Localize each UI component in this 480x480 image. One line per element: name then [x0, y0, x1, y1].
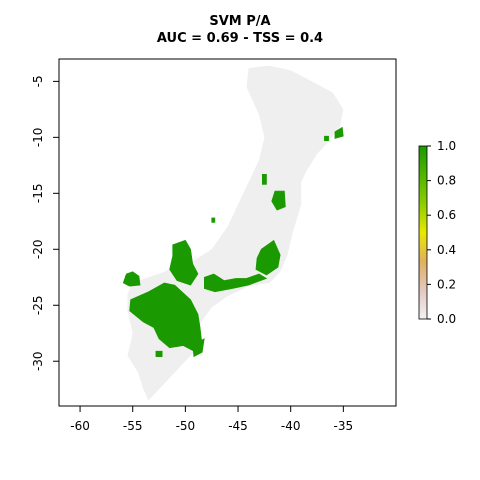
- presence-patch: [211, 217, 216, 223]
- presence-patch: [261, 174, 267, 185]
- map-layer: [122, 65, 344, 401]
- land-area: [127, 65, 344, 401]
- x-tick-label: -40: [281, 419, 301, 433]
- plot-frame: [58, 58, 397, 407]
- legend-tick-label: 0.8: [437, 174, 456, 188]
- x-tick-label: -35: [334, 419, 354, 433]
- legend-tick-label: 1.0: [437, 139, 456, 153]
- y-tick-label: -30: [31, 351, 45, 371]
- legend-tick-label: 0.0: [437, 312, 456, 326]
- presence-patch: [204, 273, 268, 293]
- presence-patch: [155, 350, 163, 358]
- color-legend: 1.0 0.8 0.6 0.4 0.2 0.0: [418, 139, 456, 326]
- y-tick-label: -20: [31, 239, 45, 259]
- y-tick-label: -15: [31, 184, 45, 204]
- legend-bar: [418, 145, 428, 320]
- presence-patch: [122, 271, 141, 287]
- y-tick-label: -5: [31, 75, 45, 87]
- presence-patch: [125, 275, 129, 281]
- presence-patch: [271, 190, 286, 211]
- map-title: SVM P/A: [209, 14, 271, 29]
- x-tick-label: -60: [70, 419, 90, 433]
- presence-patch: [334, 126, 344, 139]
- x-axis: -60 -55 -50 -45 -40 -35: [70, 406, 353, 433]
- legend-tick-label: 0.2: [437, 277, 456, 291]
- x-tick-label: -45: [228, 419, 248, 433]
- presence-patch: [192, 338, 205, 358]
- x-tick-label: -50: [176, 419, 196, 433]
- legend-tick-label: 0.6: [437, 208, 456, 222]
- y-axis: -5 -10 -15 -20 -25 -30: [31, 75, 59, 371]
- map-subtitle: AUC = 0.69 - TSS = 0.4: [156, 31, 324, 46]
- presence-patch: [324, 135, 329, 141]
- y-tick-label: -25: [31, 295, 45, 315]
- legend-tick-label: 0.4: [437, 243, 456, 257]
- presence-patch: [169, 239, 199, 286]
- y-tick-label: -10: [31, 128, 45, 148]
- presence-patch: [255, 239, 281, 276]
- x-tick-label: -55: [123, 419, 143, 433]
